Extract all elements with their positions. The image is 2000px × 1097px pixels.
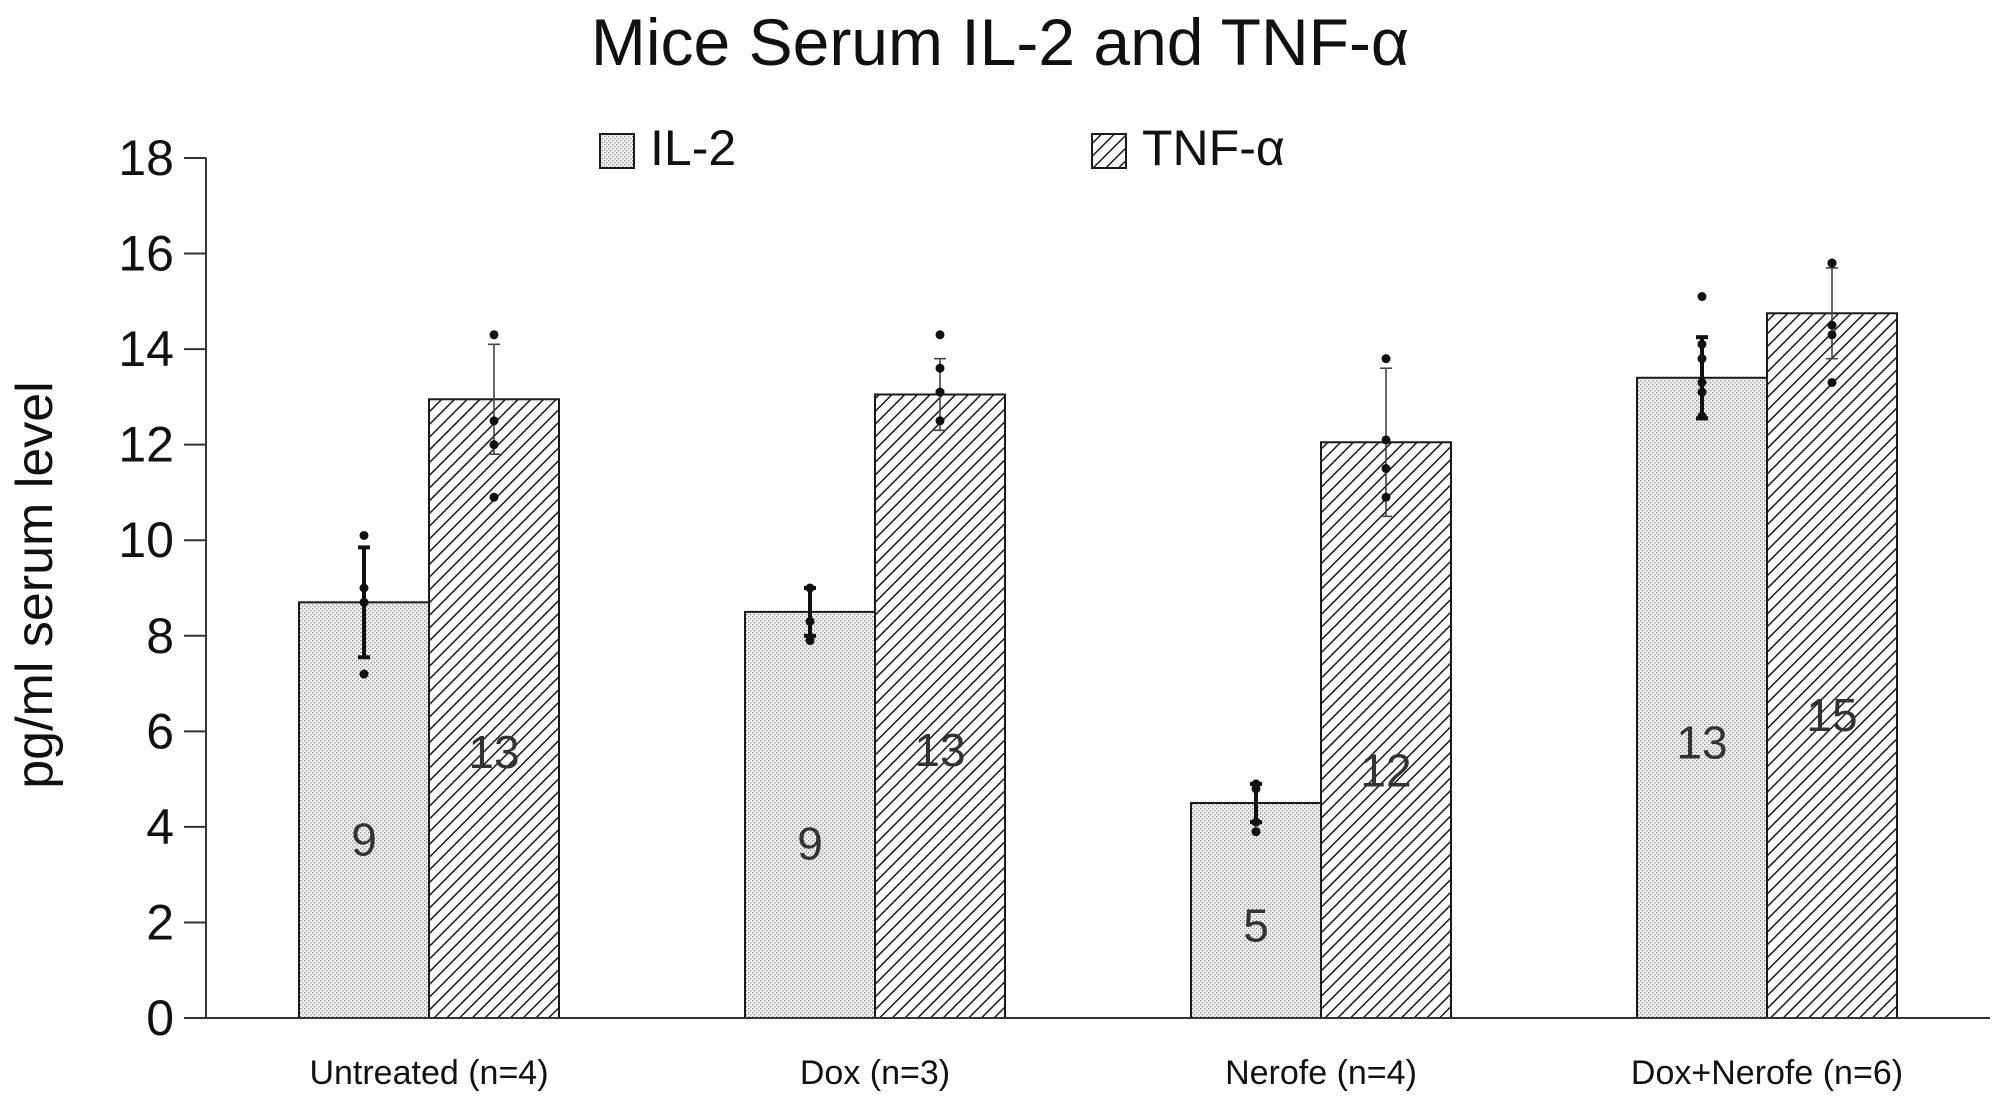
data-point xyxy=(359,669,369,679)
category-label: Dox (n=3) xyxy=(800,1054,950,1092)
y-tick-label: 16 xyxy=(118,226,174,282)
data-point xyxy=(489,492,499,502)
chart-title: Mice Serum IL-2 and TNF-α xyxy=(590,5,1410,79)
data-label: 12 xyxy=(1360,744,1411,796)
bar-group-IL-2-0: 9 xyxy=(298,530,430,1019)
data-point xyxy=(1697,378,1707,388)
y-tick-label: 18 xyxy=(118,130,174,186)
data-point xyxy=(1827,258,1837,268)
bar-group-IL-2-3: 13 xyxy=(1636,292,1768,1019)
data-point xyxy=(1827,330,1837,340)
data-point xyxy=(1697,339,1707,349)
data-point xyxy=(805,616,815,626)
data-point xyxy=(1381,492,1391,502)
y-tick-label: 8 xyxy=(146,608,174,664)
data-point xyxy=(359,597,369,607)
data-point xyxy=(359,530,369,540)
bar xyxy=(1766,312,1898,1019)
data-point xyxy=(935,363,945,373)
data-point xyxy=(1251,784,1261,794)
bar-group-TNF-α-0: 13 xyxy=(428,330,560,1019)
data-label: 13 xyxy=(468,726,519,778)
data-label: 9 xyxy=(797,817,823,869)
data-point xyxy=(489,416,499,426)
bar-group-IL-2-2: 5 xyxy=(1190,779,1322,1019)
y-axis-title: pg/ml serum level xyxy=(6,381,64,788)
category-labels: Untreated (n=4) Dox (n=3) Nerofe (n=4) Dox+… xyxy=(309,1054,1903,1092)
legend: IL-2 TNF-α xyxy=(599,120,1285,176)
data-label: 15 xyxy=(1806,689,1857,741)
y-tick-labels: 0 2 4 6 8 10 12 14 16 18 xyxy=(118,130,174,1046)
bar-group-TNF-α-3: 15 xyxy=(1766,258,1898,1019)
bars: 9 13 9 13 5 12 13 15 xyxy=(298,258,1898,1020)
data-point xyxy=(1697,292,1707,302)
bar xyxy=(744,610,876,1020)
bar xyxy=(428,398,560,1019)
bar-group-IL-2-1: 9 xyxy=(744,583,876,1020)
data-point xyxy=(935,387,945,397)
y-axis xyxy=(184,157,207,1019)
category-label: Dox+Nerofe (n=6) xyxy=(1631,1054,1903,1092)
data-point xyxy=(1381,464,1391,474)
data-point xyxy=(1827,378,1837,388)
data-point xyxy=(1251,827,1261,837)
y-tick-label: 10 xyxy=(118,512,174,568)
data-point xyxy=(1697,411,1707,421)
data-point xyxy=(935,330,945,340)
legend-swatch xyxy=(599,133,635,169)
legend-item-1: TNF-α xyxy=(1091,120,1285,176)
y-tick-label: 12 xyxy=(118,417,174,473)
category-label: Nerofe (n=4) xyxy=(1225,1054,1417,1092)
data-label: 13 xyxy=(1676,717,1727,769)
bar xyxy=(874,393,1006,1019)
y-tick-label: 4 xyxy=(146,799,174,855)
y-tick-label: 2 xyxy=(146,894,174,950)
data-point xyxy=(1697,354,1707,364)
bar-group-TNF-α-1: 13 xyxy=(874,330,1006,1019)
y-tick-label: 6 xyxy=(146,703,174,759)
data-point xyxy=(805,583,815,593)
data-point xyxy=(1697,387,1707,397)
data-point xyxy=(1381,354,1391,364)
data-point xyxy=(1827,320,1837,330)
bar xyxy=(1320,441,1452,1019)
data-point xyxy=(805,636,815,646)
y-tick-label: 14 xyxy=(118,321,174,377)
data-point xyxy=(1381,435,1391,445)
bar xyxy=(1636,376,1768,1019)
legend-item-0: IL-2 xyxy=(599,120,736,176)
legend-label: IL-2 xyxy=(650,120,736,176)
data-point xyxy=(359,583,369,593)
legend-swatch xyxy=(1091,133,1127,169)
data-point xyxy=(1251,817,1261,827)
y-tick-label: 0 xyxy=(146,990,174,1046)
data-label: 13 xyxy=(914,724,965,776)
bar xyxy=(298,601,430,1019)
data-point xyxy=(489,330,499,340)
legend-label: TNF-α xyxy=(1142,120,1285,176)
data-point xyxy=(935,416,945,426)
data-label: 5 xyxy=(1243,900,1269,952)
data-label: 9 xyxy=(351,813,377,865)
data-point xyxy=(489,440,499,450)
category-label: Untreated (n=4) xyxy=(309,1054,548,1092)
bar-group-TNF-α-2: 12 xyxy=(1320,354,1452,1019)
